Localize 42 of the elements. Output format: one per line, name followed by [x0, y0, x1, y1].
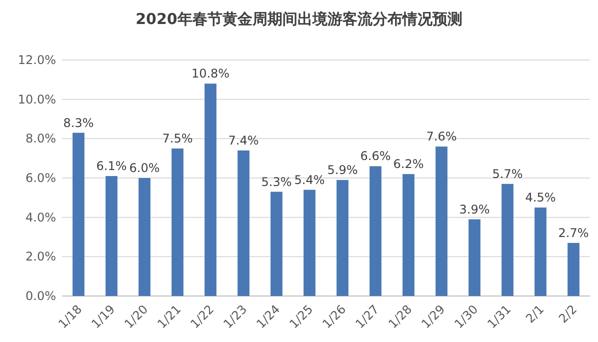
bar — [72, 132, 84, 296]
x-tick-label: 2/2 — [556, 302, 580, 326]
data-label: 5.4% — [294, 172, 325, 187]
data-label: 4.5% — [525, 190, 556, 204]
bar — [370, 166, 382, 296]
bar — [468, 219, 480, 296]
data-label: 6.2% — [393, 157, 424, 172]
bar — [534, 208, 546, 296]
data-label: 7.4% — [228, 133, 259, 148]
data-label: 7.6% — [426, 130, 457, 144]
bar — [138, 178, 150, 296]
data-label: 5.3% — [261, 174, 292, 189]
y-tick-label: 2.0% — [26, 250, 56, 264]
chart-title: 2020年春节黄金周期间出境游客流分布情况预测 — [136, 10, 462, 28]
bar — [204, 84, 216, 296]
data-label: 8.3% — [63, 116, 94, 130]
data-label: 5.9% — [327, 162, 358, 177]
data-label: 10.8% — [191, 66, 230, 81]
bar — [336, 180, 348, 296]
bar — [270, 192, 282, 296]
data-label: 6.1% — [96, 159, 127, 174]
y-tick-label: 8.0% — [26, 132, 56, 146]
data-label: 6.0% — [129, 161, 160, 175]
bar — [106, 176, 118, 296]
bar — [238, 150, 250, 296]
bar — [436, 146, 448, 296]
data-label: 5.7% — [492, 166, 523, 181]
bar — [502, 184, 514, 296]
bar — [304, 190, 316, 296]
x-tick-label: 2/1 — [523, 302, 547, 326]
bar — [402, 174, 414, 296]
y-tick-label: 4.0% — [26, 210, 56, 224]
y-tick-label: 10.0% — [18, 92, 56, 106]
data-label: 3.9% — [459, 202, 490, 216]
y-tick-label: 12.0% — [18, 53, 56, 67]
y-tick-label: 6.0% — [26, 171, 56, 185]
data-label: 7.5% — [162, 132, 193, 146]
bar — [172, 148, 184, 296]
data-label: 6.6% — [360, 149, 391, 164]
y-tick-label: 0.0% — [26, 289, 56, 303]
data-label: 2.7% — [558, 226, 589, 240]
bar — [568, 242, 580, 296]
